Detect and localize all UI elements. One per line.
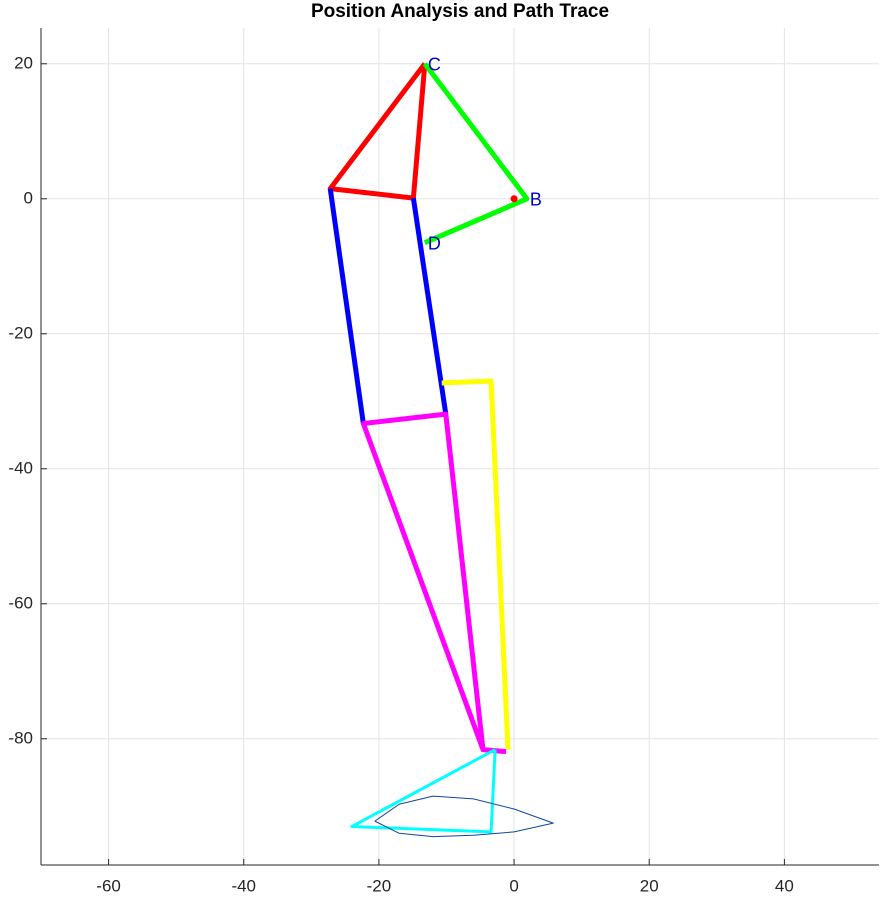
joint-label: D — [428, 233, 441, 253]
x-tick-label: -60 — [96, 876, 121, 895]
linkage-line — [327, 188, 449, 424]
x-tick-label: -20 — [367, 876, 392, 895]
linkage-line — [374, 795, 554, 838]
linkage-line — [360, 411, 507, 755]
x-tick-label: -40 — [231, 876, 256, 895]
y-tick-label: -20 — [8, 323, 33, 342]
joint-label: C — [428, 55, 441, 75]
pivot-marker — [510, 195, 518, 203]
y-tick-label: 20 — [14, 53, 33, 72]
y-tick-label: -80 — [8, 728, 33, 747]
x-tick-label: 20 — [640, 876, 659, 895]
x-tick-label: 0 — [509, 876, 518, 895]
linkage-line — [422, 62, 530, 245]
y-tick-label: -60 — [8, 593, 33, 612]
y-tick-label: -40 — [8, 458, 33, 477]
y-tick-label: 0 — [24, 188, 33, 207]
x-tick-label: 40 — [775, 876, 794, 895]
chart-title: Position Analysis and Path Trace — [311, 1, 609, 22]
joint-label: B — [530, 190, 542, 210]
linkage-line — [350, 748, 497, 834]
linkage-line — [441, 378, 511, 750]
linkage-line — [327, 62, 428, 201]
